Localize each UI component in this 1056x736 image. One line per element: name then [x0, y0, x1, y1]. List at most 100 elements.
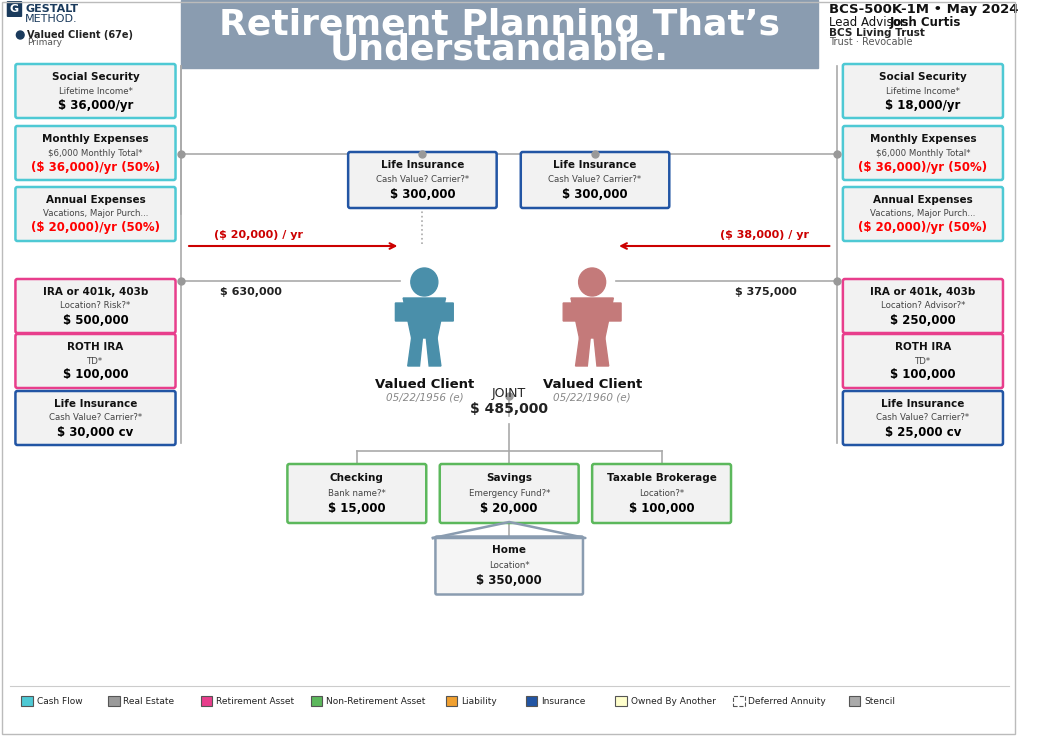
- Text: Emergency Fund?*: Emergency Fund?*: [469, 489, 550, 498]
- Text: $ 350,000: $ 350,000: [476, 574, 542, 587]
- Text: ($ 20,000)/yr (50%): ($ 20,000)/yr (50%): [859, 222, 987, 235]
- Polygon shape: [427, 338, 441, 366]
- Circle shape: [17, 31, 24, 39]
- Polygon shape: [403, 298, 446, 338]
- Text: $ 250,000: $ 250,000: [890, 314, 956, 327]
- Text: BCS Living Trust: BCS Living Trust: [829, 28, 925, 38]
- Text: Location? Risk?*: Location? Risk?*: [60, 302, 131, 311]
- Text: Social Security: Social Security: [52, 72, 139, 82]
- Text: Understandable.: Understandable.: [331, 33, 670, 67]
- FancyBboxPatch shape: [843, 279, 1003, 333]
- Text: Annual Expenses: Annual Expenses: [45, 195, 146, 205]
- Text: Social Security: Social Security: [879, 72, 967, 82]
- Text: ($ 36,000)/yr (50%): ($ 36,000)/yr (50%): [31, 160, 161, 174]
- FancyBboxPatch shape: [16, 391, 175, 445]
- Bar: [310, 696, 322, 706]
- Text: $ 500,000: $ 500,000: [62, 314, 129, 327]
- Text: IRA or 401k, 403b: IRA or 401k, 403b: [870, 287, 976, 297]
- Text: Lifetime Income*: Lifetime Income*: [58, 87, 132, 96]
- Text: Taxable Brokerage: Taxable Brokerage: [606, 473, 717, 483]
- Bar: [733, 696, 744, 706]
- Text: Primary: Primary: [27, 38, 62, 47]
- Text: Lead Advisor:: Lead Advisor:: [829, 16, 912, 29]
- Text: ROTH IRA: ROTH IRA: [894, 342, 951, 352]
- Polygon shape: [563, 303, 578, 321]
- FancyBboxPatch shape: [16, 187, 175, 241]
- Text: Annual Expenses: Annual Expenses: [873, 195, 973, 205]
- Bar: [182, 0, 817, 68]
- Bar: [526, 696, 538, 706]
- Text: Checking: Checking: [329, 473, 383, 483]
- Text: Monthly Expenses: Monthly Expenses: [869, 134, 976, 144]
- Bar: [21, 696, 33, 706]
- Text: Real Estate: Real Estate: [124, 696, 174, 706]
- Text: $6,000 Monthly Total*: $6,000 Monthly Total*: [49, 149, 143, 158]
- Text: $ 375,000: $ 375,000: [735, 287, 796, 297]
- FancyBboxPatch shape: [16, 64, 175, 118]
- Text: $ 100,000: $ 100,000: [62, 369, 128, 381]
- Text: Life Insurance: Life Insurance: [381, 160, 464, 171]
- Text: $ 36,000/yr: $ 36,000/yr: [58, 99, 133, 111]
- Bar: [849, 696, 861, 706]
- Text: $ 30,000 cv: $ 30,000 cv: [57, 425, 134, 439]
- Text: $ 630,000: $ 630,000: [220, 287, 282, 297]
- Text: BCS-500K-1M • May 2024: BCS-500K-1M • May 2024: [829, 3, 1019, 16]
- Text: Savings: Savings: [486, 473, 532, 483]
- Text: Cash Value? Carrier?*: Cash Value? Carrier?*: [548, 175, 642, 185]
- Circle shape: [579, 268, 606, 296]
- Polygon shape: [408, 338, 422, 366]
- FancyBboxPatch shape: [843, 391, 1003, 445]
- Text: Josh Curtis: Josh Curtis: [889, 16, 961, 29]
- FancyBboxPatch shape: [843, 64, 1003, 118]
- Text: Location*: Location*: [489, 561, 529, 570]
- Text: Life Insurance: Life Insurance: [882, 399, 964, 409]
- FancyBboxPatch shape: [843, 334, 1003, 388]
- Text: Stencil: Stencil: [864, 696, 895, 706]
- Text: Life Insurance: Life Insurance: [54, 399, 137, 409]
- Text: $ 20,000: $ 20,000: [480, 503, 538, 515]
- Polygon shape: [571, 298, 614, 338]
- Text: $ 300,000: $ 300,000: [390, 188, 455, 201]
- Text: Retirement Planning That’s: Retirement Planning That’s: [219, 8, 780, 42]
- Circle shape: [411, 268, 438, 296]
- Text: Liability: Liability: [461, 696, 496, 706]
- FancyBboxPatch shape: [6, 1, 22, 17]
- Text: Valued Client: Valued Client: [543, 378, 642, 391]
- Polygon shape: [607, 303, 621, 321]
- Text: TD*: TD*: [88, 356, 103, 366]
- Text: $ 100,000: $ 100,000: [890, 369, 956, 381]
- Bar: [201, 696, 212, 706]
- Text: Valued Client (67e): Valued Client (67e): [27, 30, 133, 40]
- Text: Cash Value? Carrier?*: Cash Value? Carrier?*: [376, 175, 469, 185]
- Text: ($ 20,000)/yr (50%): ($ 20,000)/yr (50%): [31, 222, 159, 235]
- Text: $ 15,000: $ 15,000: [328, 503, 385, 515]
- Text: GESTALT: GESTALT: [25, 4, 78, 14]
- Text: ROTH IRA: ROTH IRA: [68, 342, 124, 352]
- Polygon shape: [595, 338, 608, 366]
- Text: Non-Retirement Asset: Non-Retirement Asset: [326, 696, 426, 706]
- Text: $ 300,000: $ 300,000: [562, 188, 628, 201]
- Bar: [616, 696, 627, 706]
- Text: Insurance: Insurance: [541, 696, 585, 706]
- Polygon shape: [576, 338, 590, 366]
- Text: Bank name?*: Bank name?*: [328, 489, 385, 498]
- FancyBboxPatch shape: [521, 152, 670, 208]
- Text: Monthly Expenses: Monthly Expenses: [42, 134, 149, 144]
- Text: Home: Home: [492, 545, 526, 555]
- Text: $ 485,000: $ 485,000: [470, 402, 548, 416]
- Text: Life Insurance: Life Insurance: [553, 160, 637, 171]
- Polygon shape: [395, 303, 410, 321]
- Text: Deferred Annuity: Deferred Annuity: [749, 696, 826, 706]
- Text: Owned By Another: Owned By Another: [630, 696, 716, 706]
- Text: JOINT: JOINT: [492, 387, 526, 400]
- FancyBboxPatch shape: [348, 152, 496, 208]
- FancyBboxPatch shape: [16, 334, 175, 388]
- FancyBboxPatch shape: [16, 126, 175, 180]
- Text: Cash Value? Carrier?*: Cash Value? Carrier?*: [49, 414, 143, 422]
- Text: ($ 36,000)/yr (50%): ($ 36,000)/yr (50%): [859, 160, 987, 174]
- Text: Lifetime Income*: Lifetime Income*: [886, 87, 960, 96]
- FancyBboxPatch shape: [435, 537, 583, 595]
- FancyBboxPatch shape: [439, 464, 579, 523]
- Text: G: G: [10, 4, 19, 14]
- FancyBboxPatch shape: [592, 464, 731, 523]
